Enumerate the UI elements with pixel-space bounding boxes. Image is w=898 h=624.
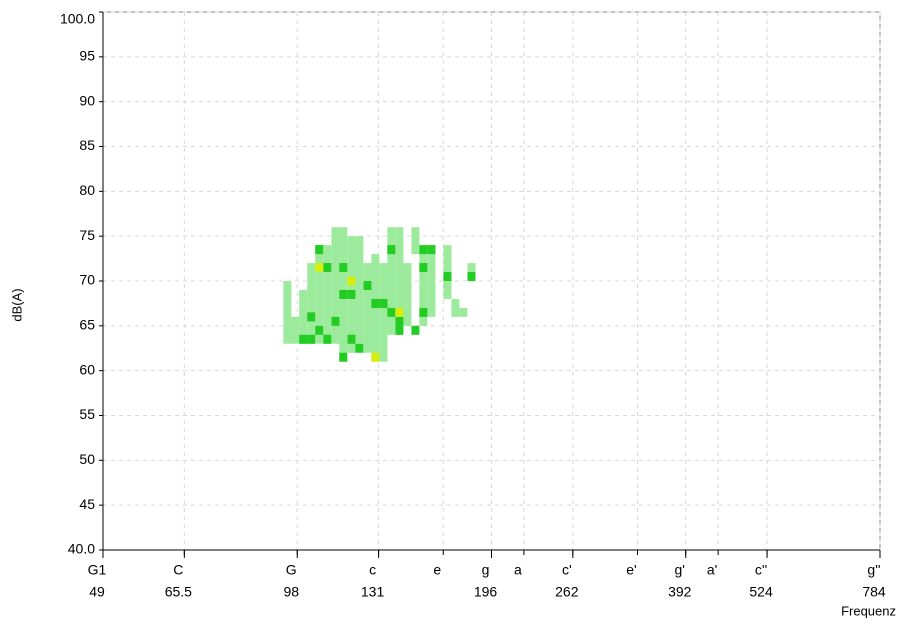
- cell: [427, 245, 436, 255]
- y-tick-label: 70: [79, 272, 95, 288]
- note-label: C: [173, 562, 183, 578]
- x-axis-label: Frequenz: [841, 603, 896, 618]
- x-tick-label: 524: [749, 584, 773, 600]
- x-tick-label: 392: [668, 584, 692, 600]
- note-label: a': [707, 562, 717, 578]
- y-tick-label: 95: [79, 48, 95, 64]
- cell: [371, 298, 380, 308]
- y-tick-label: 60: [79, 361, 95, 377]
- cell: [419, 307, 428, 317]
- cell: [339, 352, 348, 362]
- cell: [395, 307, 404, 317]
- range-column: [395, 227, 404, 335]
- cell: [339, 263, 348, 273]
- cell: [315, 245, 324, 255]
- x-tick-label: 98: [283, 584, 299, 600]
- note-label: c': [562, 562, 572, 578]
- note-label: G: [286, 562, 297, 578]
- cell: [443, 272, 452, 282]
- cell: [419, 245, 428, 255]
- range-column: [323, 245, 332, 344]
- range-column: [451, 298, 460, 317]
- note-label: G1: [88, 562, 107, 578]
- range-column: [419, 254, 428, 326]
- range-column: [283, 281, 292, 344]
- cell: [363, 280, 372, 290]
- note-label: e': [626, 562, 636, 578]
- cell: [307, 334, 316, 344]
- note-label: g: [482, 562, 490, 578]
- cell: [467, 272, 476, 282]
- y-tick-label: 45: [79, 496, 95, 512]
- cell: [379, 298, 388, 308]
- x-tick-label: 65.5: [165, 584, 192, 600]
- note-label: g': [675, 562, 685, 578]
- cell: [395, 325, 404, 335]
- range-column: [411, 227, 420, 255]
- x-tick-label: 49: [89, 584, 105, 600]
- y-tick-label: 80: [79, 182, 95, 198]
- range-column: [355, 236, 364, 344]
- range-column: [331, 227, 340, 344]
- cell: [355, 343, 364, 353]
- cell: [395, 316, 404, 326]
- y-tick-label: 100.0: [60, 11, 95, 27]
- cell: [387, 245, 396, 255]
- cell: [315, 263, 324, 273]
- y-axis-label: dB(A): [9, 288, 24, 321]
- cell: [339, 289, 348, 299]
- note-label: c'': [755, 562, 767, 578]
- cell: [299, 334, 308, 344]
- cell: [347, 334, 356, 344]
- y-tick-label: 55: [79, 406, 95, 422]
- cell: [331, 316, 340, 326]
- cell: [347, 289, 356, 299]
- cell: [323, 334, 332, 344]
- range-column: [291, 316, 300, 344]
- y-tick-label: 40.0: [68, 541, 95, 557]
- range-column: [307, 263, 316, 344]
- cell: [323, 263, 332, 273]
- cell: [387, 307, 396, 317]
- x-tick-label: 131: [361, 584, 385, 600]
- range-column: [379, 263, 388, 362]
- cell: [347, 276, 356, 286]
- x-tick-label: 196: [474, 584, 498, 600]
- y-tick-label: 50: [79, 451, 95, 467]
- cell: [315, 325, 324, 335]
- y-tick-label: 75: [79, 227, 95, 243]
- y-tick-label: 65: [79, 317, 95, 333]
- x-tick-label: 784: [862, 584, 886, 600]
- note-label: c: [369, 562, 376, 578]
- range-column: [299, 289, 308, 344]
- cell: [411, 325, 420, 335]
- cell: [371, 352, 380, 362]
- note-label: e: [433, 562, 441, 578]
- note-label: a: [514, 562, 522, 578]
- range-column: [403, 263, 412, 326]
- range-column: [387, 227, 396, 335]
- range-column: [363, 263, 372, 353]
- range-column: [459, 307, 468, 317]
- note-label: g'': [867, 562, 880, 578]
- range-column: [315, 245, 324, 344]
- range-column: [427, 245, 436, 317]
- y-tick-label: 90: [79, 92, 95, 108]
- x-tick-label: 262: [555, 584, 579, 600]
- y-tick-label: 85: [79, 137, 95, 153]
- cell: [419, 263, 428, 273]
- cell: [307, 312, 316, 322]
